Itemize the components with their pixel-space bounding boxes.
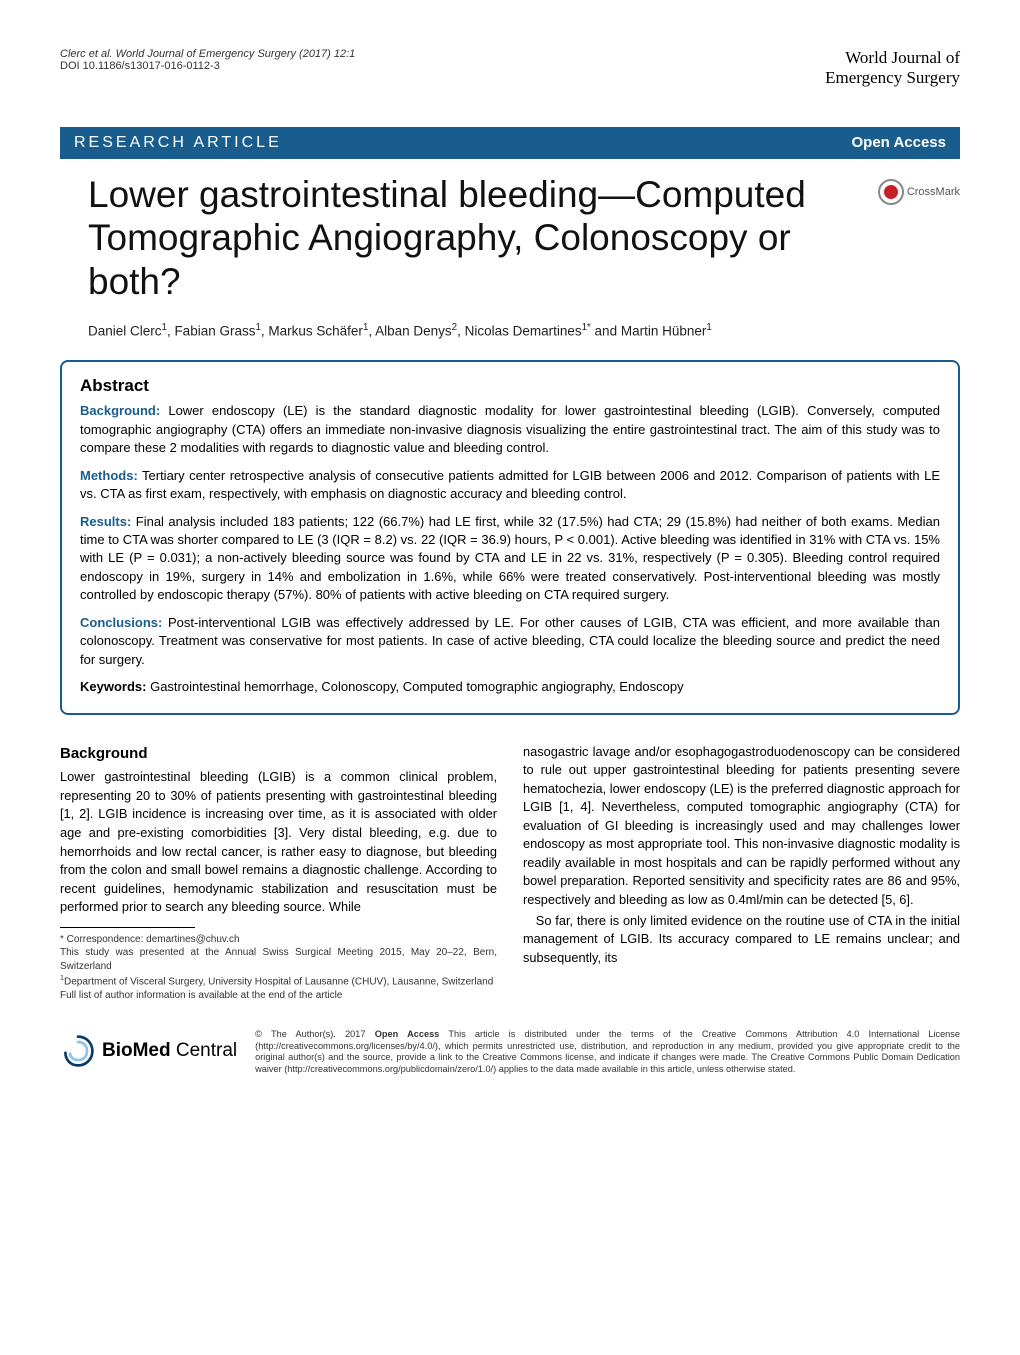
body-column-right: nasogastric lavage and/or esophagogastro… xyxy=(523,743,960,1003)
citation-text: Clerc et al. World Journal of Emergency … xyxy=(60,48,355,60)
bmc-swirl-icon xyxy=(60,1033,96,1069)
journal-line-1: World Journal of xyxy=(845,48,960,67)
abstract-heading: Abstract xyxy=(80,376,940,396)
body-col1-text: Lower gastrointestinal bleeding (LGIB) i… xyxy=(60,768,497,916)
article-type-label: RESEARCH ARTICLE xyxy=(74,134,282,152)
article-type-banner: RESEARCH ARTICLE Open Access xyxy=(60,127,960,159)
body-col2-p1: nasogastric lavage and/or esophagogastro… xyxy=(523,743,960,910)
title-row: Lower gastrointestinal bleeding—Computed… xyxy=(60,173,960,304)
paper-title: Lower gastrointestinal bleeding—Computed… xyxy=(60,173,868,304)
body-columns: Background Lower gastrointestinal bleedi… xyxy=(60,743,960,1003)
abstract-background-text: Lower endoscopy (LE) is the standard dia… xyxy=(80,403,940,455)
abstract-keywords-label: Keywords: xyxy=(80,679,146,694)
open-access-label: Open Access xyxy=(852,134,947,151)
footnote-correspondence: * Correspondence: demartines@chuv.ch xyxy=(60,933,497,947)
abstract-box: Abstract Background: Lower endoscopy (LE… xyxy=(60,360,960,714)
body-column-left: Background Lower gastrointestinal bleedi… xyxy=(60,743,497,1003)
abstract-conclusions-label: Conclusions: xyxy=(80,615,162,630)
bmc-central: Central xyxy=(171,1040,238,1061)
footnote-dept: 1Department of Visceral Surgery, Univers… xyxy=(60,973,497,989)
abstract-methods-text: Tertiary center retrospective analysis o… xyxy=(80,468,940,501)
page-header: Clerc et al. World Journal of Emergency … xyxy=(60,48,960,89)
journal-line-2: Emergency Surgery xyxy=(825,68,960,87)
abstract-keywords-text: Gastrointestinal hemorrhage, Colonoscopy… xyxy=(146,679,683,694)
bmc-bio: BioMed xyxy=(102,1040,171,1061)
biomed-central-logo: BioMed Central xyxy=(60,1029,237,1073)
abstract-conclusions-text: Post-interventional LGIB was effectively… xyxy=(80,615,940,667)
authors-line: Daniel Clerc1, Fabian Grass1, Markus Sch… xyxy=(88,322,960,339)
body-col2-p2: So far, there is only limited evidence o… xyxy=(523,912,960,968)
footnote-presented: This study was presented at the Annual S… xyxy=(60,946,497,973)
crossmark-badge[interactable]: CrossMark xyxy=(878,179,960,205)
abstract-results-text: Final analysis included 183 patients; 12… xyxy=(80,514,940,603)
footnote-divider xyxy=(60,927,195,928)
abstract-results: Results: Final analysis included 183 pat… xyxy=(80,513,940,605)
citation-block: Clerc et al. World Journal of Emergency … xyxy=(60,48,355,72)
abstract-keywords: Keywords: Gastrointestinal hemorrhage, C… xyxy=(80,678,940,696)
crossmark-icon xyxy=(878,179,904,205)
license-text: © The Author(s). 2017 Open Access This a… xyxy=(255,1029,960,1077)
abstract-methods-label: Methods: xyxy=(80,468,138,483)
journal-name: World Journal of Emergency Surgery xyxy=(825,48,960,89)
crossmark-label: CrossMark xyxy=(907,186,960,198)
background-heading: Background xyxy=(60,743,497,765)
footer: BioMed Central © The Author(s). 2017 Ope… xyxy=(60,1029,960,1077)
abstract-results-label: Results: xyxy=(80,514,131,529)
bmc-text: BioMed Central xyxy=(102,1040,237,1062)
abstract-methods: Methods: Tertiary center retrospective a… xyxy=(80,467,940,504)
doi-text: DOI 10.1186/s13017-016-0112-3 xyxy=(60,60,355,72)
abstract-background-label: Background: xyxy=(80,403,160,418)
abstract-background: Background: Lower endoscopy (LE) is the … xyxy=(80,402,940,457)
footnotes: * Correspondence: demartines@chuv.ch Thi… xyxy=(60,933,497,1003)
footnote-author-list: Full list of author information is avail… xyxy=(60,989,497,1003)
abstract-conclusions: Conclusions: Post-interventional LGIB wa… xyxy=(80,614,940,669)
